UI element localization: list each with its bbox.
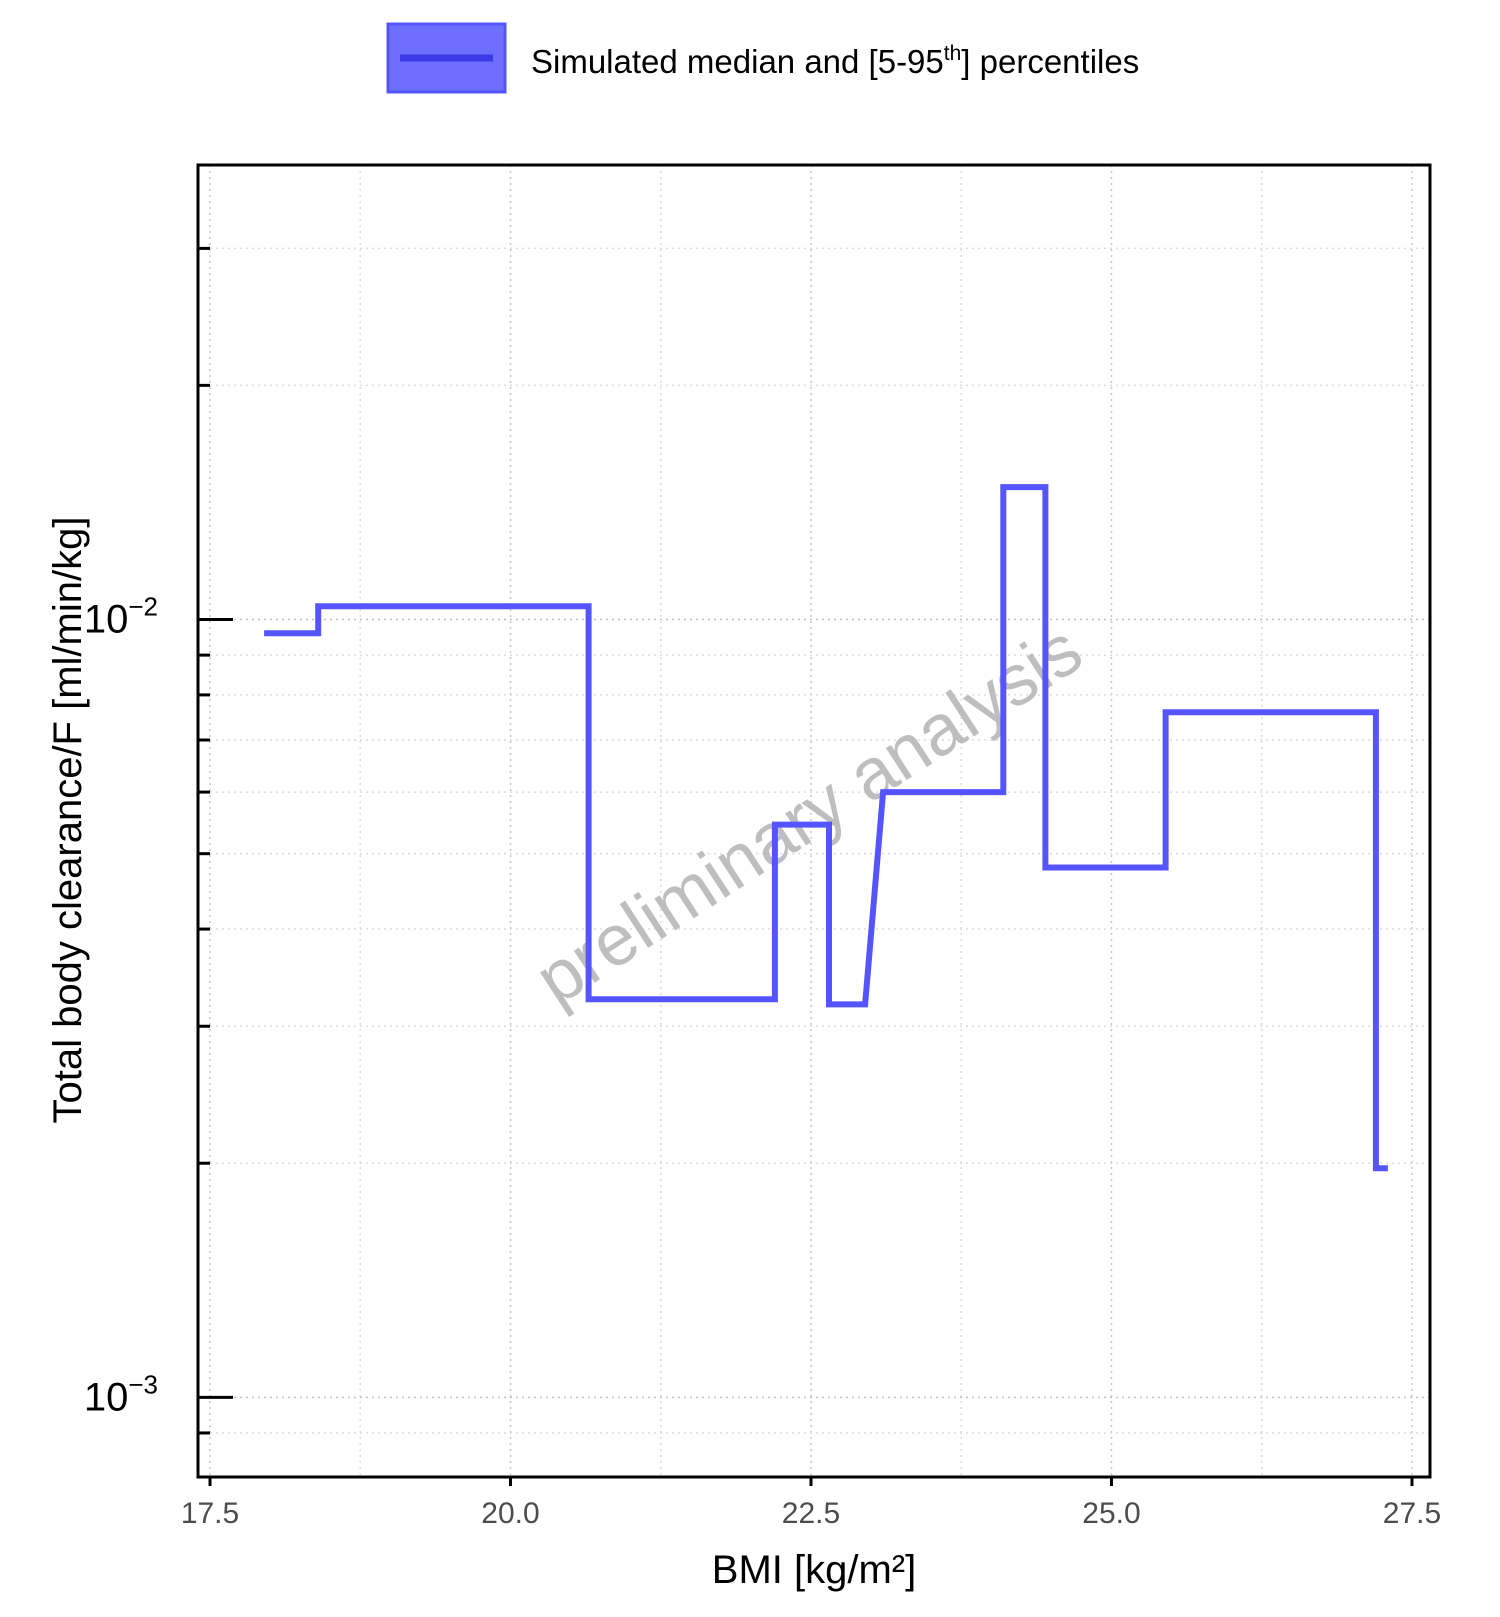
y-axis-title: Total body clearance/F [ml/min/kg] (46, 517, 90, 1124)
y-tick-label-exponent: −2 (128, 592, 158, 622)
y-axis: 10−210−3 (84, 246, 233, 1435)
x-axis: 17.5 20.0 22.5 25.0 27.5 (181, 1477, 1441, 1530)
x-tick-label: 27.5 (1383, 1497, 1441, 1530)
y-tick-label: 10−2 (84, 592, 158, 642)
legend: Simulated median and [5-95th] percentile… (386, 22, 1139, 94)
legend-label-sup: th (944, 42, 962, 65)
x-axis-title: BMI [kg/m²] (712, 1548, 916, 1592)
legend-label: Simulated median and [5-95th] percentile… (531, 42, 1139, 80)
y-tick-label-exponent: −3 (128, 1369, 158, 1399)
series-line (264, 484, 1388, 1172)
x-tick-label: 17.5 (181, 1497, 239, 1530)
legend-label-main: Simulated median and [5-95 (531, 43, 944, 80)
plot-panel (198, 165, 1430, 1477)
x-tick-label: 25.0 (1082, 1497, 1140, 1530)
legend-label-end: ] percentiles (961, 43, 1139, 80)
x-tick-label: 22.5 (782, 1497, 840, 1530)
x-tick-label: 20.0 (481, 1497, 539, 1530)
panel-border (196, 163, 1432, 1479)
grid (198, 165, 1430, 1477)
y-tick-label-base: 10 (84, 1375, 129, 1419)
y-tick-label: 10−3 (84, 1369, 158, 1419)
series-layer (264, 484, 1388, 1172)
y-tick-label-base: 10 (84, 598, 129, 642)
